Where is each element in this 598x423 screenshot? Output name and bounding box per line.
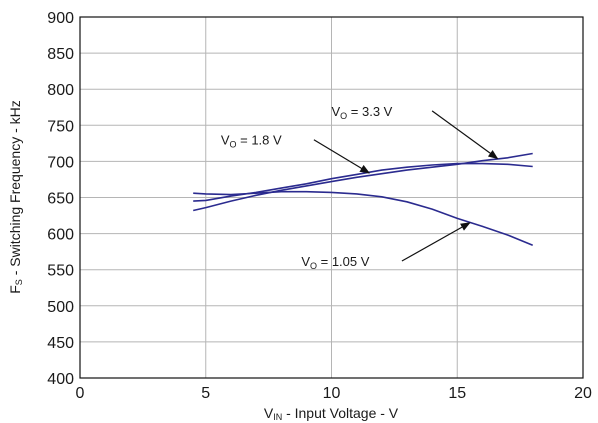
annotation-arrow-1	[431, 110, 499, 160]
x-tick-labels: 0 5 10 15 20	[76, 385, 592, 402]
series-lines	[193, 152, 534, 246]
series-label-1: VO = 3.3 V	[332, 104, 393, 121]
series-line-1	[193, 152, 533, 212]
y-axis-label: FS - Switching Frequency - kHz	[7, 100, 24, 294]
y-tick-label: 750	[47, 118, 74, 135]
grid	[80, 17, 583, 378]
y-tick-label: 800	[47, 82, 74, 99]
x-tick-label: 5	[201, 385, 210, 402]
y-tick-label: 450	[47, 335, 74, 352]
y-tick-label: 400	[47, 371, 74, 388]
y-tick-label: 500	[47, 299, 74, 316]
y-tick-label: 900	[47, 10, 74, 27]
series-line-3	[193, 190, 534, 246]
y-tick-label: 600	[47, 227, 74, 244]
y-tick-label: 700	[47, 154, 74, 171]
x-axis-label: VIN - Input Voltage - V	[264, 405, 399, 422]
y-tick-labels: 400 450 500 550 600 650 700 750 800 850 900	[47, 10, 74, 388]
y-tick-label: 550	[47, 263, 74, 280]
x-tick-label: 0	[76, 385, 85, 402]
series-label-3: VO = 1.05 V	[301, 254, 369, 271]
x-tick-label: 15	[448, 385, 466, 402]
annotation-arrow-2	[313, 139, 371, 174]
plot-frame	[79, 16, 584, 379]
annotations: VO = 3.3 V VO = 1.8 V VO = 1.05 V	[221, 104, 499, 271]
y-tick-label: 850	[47, 46, 74, 63]
x-tick-label: 10	[323, 385, 341, 402]
series-label-2: VO = 1.8 V	[221, 133, 282, 150]
y-tick-label: 650	[47, 191, 74, 208]
x-tick-label: 20	[574, 385, 592, 402]
annotation-arrow-3	[401, 222, 471, 262]
